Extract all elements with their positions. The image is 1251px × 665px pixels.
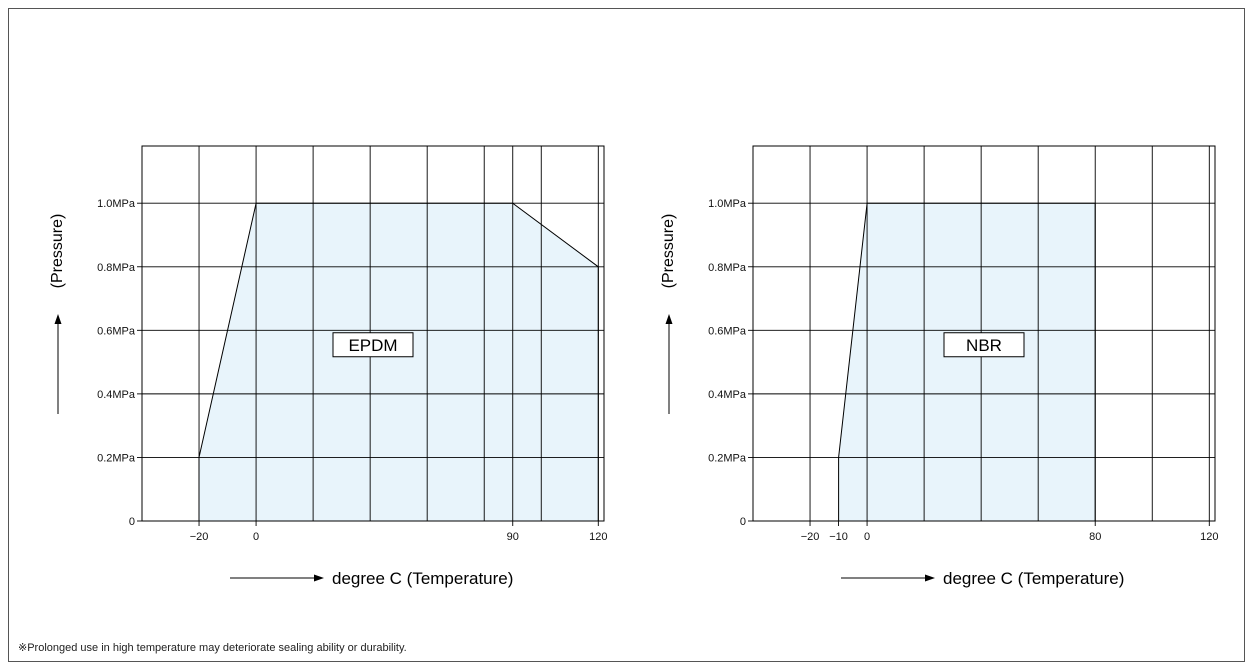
material-label-box	[943, 332, 1025, 358]
y-tick-label: 0.8MPa	[97, 262, 136, 274]
y-tick-label: 1.0MPa	[708, 198, 747, 210]
operating-region	[198, 202, 599, 522]
y-tick-label: 0	[129, 516, 135, 528]
arrow-right-icon	[925, 574, 935, 582]
x-axis-label: degree C (Temperature)	[943, 569, 1124, 588]
y-axis-label: (Pressure)	[49, 214, 66, 289]
chart-1: 0 0.2MPa 0.4MPa 0.6MPa 0.8MPa 1.0MPa −20 −10 0 80…	[660, 145, 1218, 588]
x-tick-label: 0	[253, 531, 259, 543]
arrow-right-icon	[314, 574, 324, 582]
x-tick-label: 90	[507, 531, 519, 543]
y-tick-label: 0.6MPa	[708, 325, 747, 337]
y-tick-label: 0.8MPa	[708, 262, 747, 274]
x-tick-label: 80	[1089, 531, 1101, 543]
y-tick-label: 1.0MPa	[97, 198, 136, 210]
y-tick-label: 0.2MPa	[97, 452, 136, 464]
y-tick-label: 0	[740, 516, 746, 528]
plot-border	[752, 145, 1216, 522]
chart-0: 0 0.2MPa 0.4MPa 0.6MPa 0.8MPa 1.0MPa −20 0 90 120…	[49, 145, 607, 588]
y-tick-label: 0.6MPa	[97, 325, 136, 337]
arrow-up-icon	[54, 314, 62, 324]
material-label: EPDM	[348, 336, 397, 355]
x-tick-label: 0	[864, 531, 870, 543]
y-tick-label: 0.4MPa	[97, 389, 136, 401]
y-tick-label: 0.4MPa	[708, 389, 747, 401]
x-axis-label: degree C (Temperature)	[332, 569, 513, 588]
operating-region	[838, 202, 1096, 522]
x-tick-label: −20	[190, 531, 209, 543]
figure-frame	[8, 8, 1245, 662]
material-label: NBR	[966, 336, 1002, 355]
y-tick-label: 0.2MPa	[708, 452, 747, 464]
x-tick-label: 120	[589, 531, 607, 543]
y-axis-label: (Pressure)	[660, 214, 677, 289]
plot-border	[141, 145, 605, 522]
x-tick-label: −10	[829, 531, 848, 543]
x-tick-label: −20	[801, 531, 820, 543]
arrow-up-icon	[665, 314, 673, 324]
material-label-box	[332, 332, 414, 358]
footnote: ※Prolonged use in high temperature may d…	[18, 642, 407, 654]
x-tick-label: 120	[1200, 531, 1218, 543]
